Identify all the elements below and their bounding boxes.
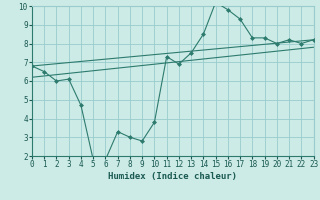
X-axis label: Humidex (Indice chaleur): Humidex (Indice chaleur) — [108, 172, 237, 181]
